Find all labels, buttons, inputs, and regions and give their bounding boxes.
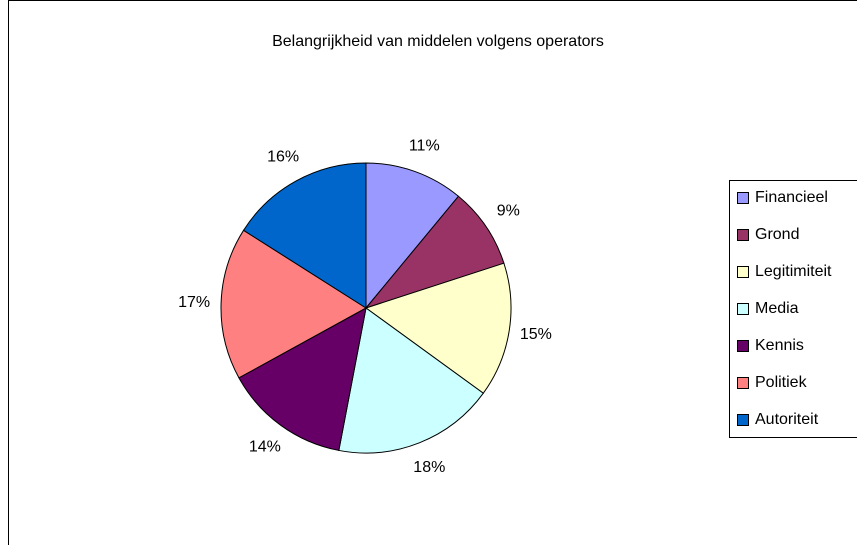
legend-label: Media: [755, 300, 799, 317]
value-label: 11%: [409, 137, 440, 154]
pie-slice: [220, 229, 367, 379]
pie-slice: [242, 162, 367, 309]
legend-swatch: [737, 340, 749, 352]
legend-swatch: [737, 229, 749, 241]
legend-label: Politiek: [755, 374, 808, 391]
pie-slice: [365, 162, 460, 310]
legend-box: [729, 180, 857, 438]
legend-swatch: [737, 377, 749, 389]
value-label: 17%: [178, 294, 210, 311]
chart-title: Belangrijkheid van middelen volgens oper…: [272, 33, 604, 50]
legend-label: Grond: [755, 226, 799, 243]
legend-label: Kennis: [755, 337, 804, 354]
value-label: 15%: [520, 326, 552, 343]
legend-swatch: [737, 192, 749, 204]
legend-swatch: [737, 303, 749, 315]
pie-slice: [364, 262, 512, 394]
legend-label: Legitimiteit: [755, 263, 832, 280]
value-label: 9%: [497, 203, 520, 220]
pie-slice: [238, 307, 367, 452]
value-label: 16%: [267, 148, 299, 165]
legend-swatch: [737, 266, 749, 278]
value-label: 18%: [413, 459, 445, 476]
legend-swatch: [737, 414, 749, 426]
legend-label: Autoriteit: [755, 411, 819, 428]
pie-slice: [364, 195, 505, 310]
legend-label: Financieel: [755, 189, 828, 206]
pie-slice: [338, 307, 485, 454]
value-label: 14%: [249, 438, 281, 455]
